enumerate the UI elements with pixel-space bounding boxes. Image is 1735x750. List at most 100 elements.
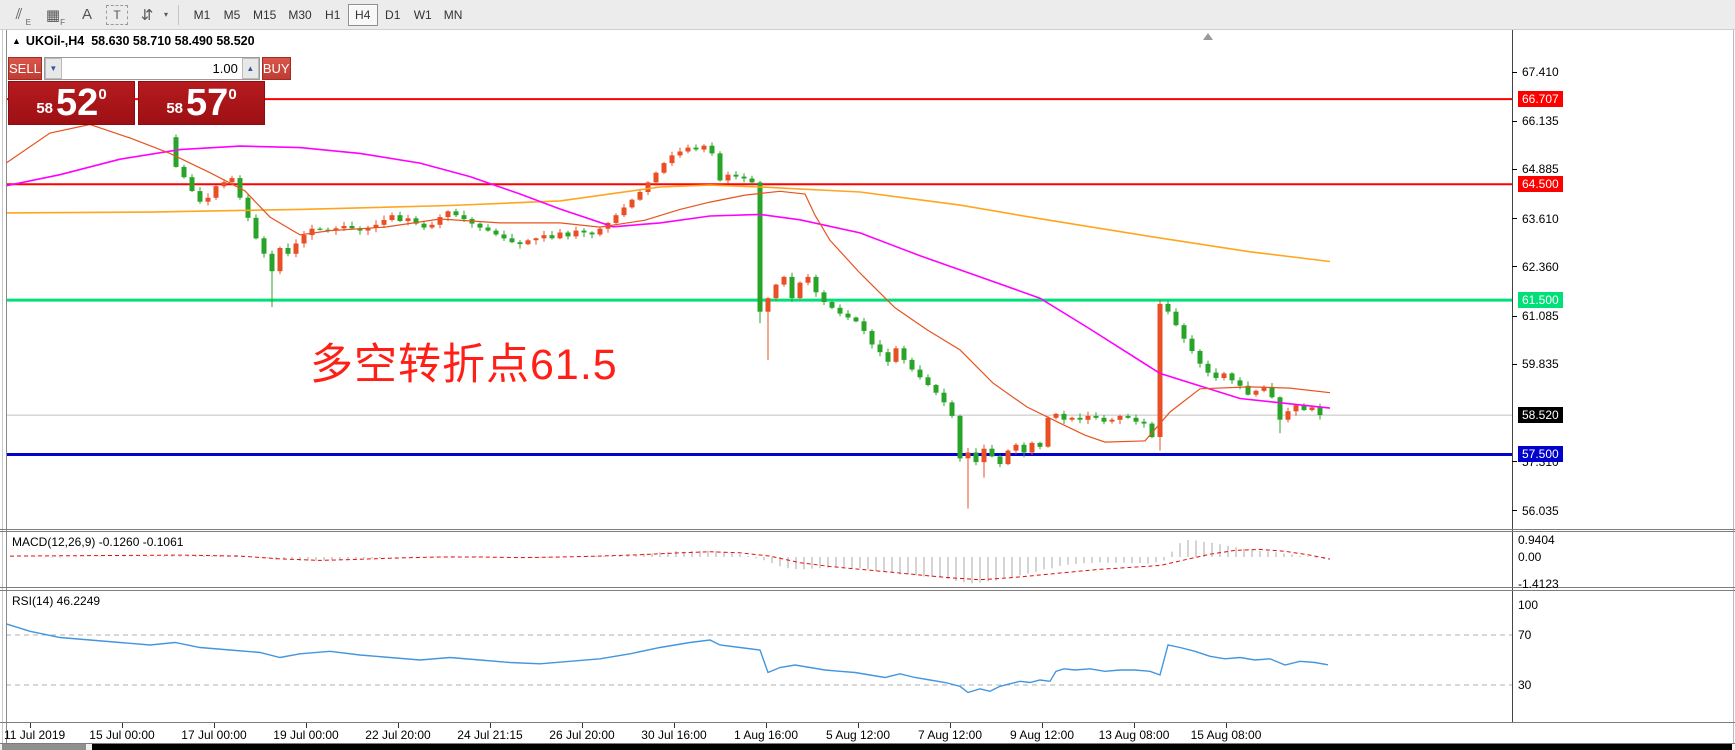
time-axis-label: 5 Aug 12:00 (825, 728, 891, 742)
time-axis-tick (582, 723, 583, 728)
time-axis-tick (30, 723, 31, 728)
price-badge-61.500: 61.500 (1518, 292, 1563, 309)
arrange-objects-icon[interactable]: ⇵ (140, 6, 154, 24)
price-axis-tick (1512, 510, 1517, 512)
time-axis-tick (1042, 723, 1043, 728)
line-studies-icon[interactable]: ⫽ E (15, 6, 31, 27)
main-pane-bottom-border (0, 529, 1735, 530)
timeframe-button-d1[interactable]: D1 (385, 7, 401, 22)
dropdown-caret-icon[interactable]: ▾ (164, 10, 169, 19)
ohlc-readout: 58.630 58.710 58.490 58.520 (91, 34, 255, 48)
timeframe-button-m5[interactable]: M5 (223, 7, 241, 22)
sell-price-pips: 52 (56, 82, 99, 124)
time-axis-label: 11 Jul 2019 (4, 728, 66, 742)
time-axis-label: 22 Jul 20:00 (365, 728, 431, 742)
collapse-arrow-icon[interactable]: ▲ (12, 36, 21, 46)
time-axis-tick (122, 723, 123, 728)
timeframe-button-m30[interactable]: M30 (288, 7, 312, 22)
time-axis-tick (306, 723, 307, 728)
volume-input[interactable] (61, 58, 242, 79)
text-box-icon[interactable]: T (106, 4, 128, 25)
buy-price-major: 58 (166, 100, 184, 117)
time-axis-label: 9 Aug 12:00 (1009, 728, 1075, 742)
timeframe-button-m1[interactable]: M1 (193, 7, 211, 22)
price-axis-tick (1512, 71, 1517, 73)
timeframe-button-w1[interactable]: W1 (413, 7, 432, 22)
text-label-icon[interactable]: A (81, 6, 92, 23)
chart-text-annotation[interactable]: 多空转折点61.5 (310, 341, 618, 389)
scrollbar-thumb[interactable] (92, 744, 1732, 750)
timeframe-button-h1[interactable]: H1 (325, 7, 341, 22)
price-axis-tick (1512, 461, 1517, 463)
time-axis-tick (398, 723, 399, 728)
price-badge-66.707: 66.707 (1518, 91, 1563, 108)
indicator-axis-label: 0.9404 (1518, 533, 1555, 547)
price-axis-tick (1512, 168, 1517, 170)
time-axis-label: 17 Jul 00:00 (181, 728, 247, 742)
time-axis-label: 15 Jul 00:00 (89, 728, 155, 742)
rsi-pane-top-border (0, 590, 1735, 591)
sell-price-display[interactable]: 58 52 0 (8, 81, 135, 125)
scroll-to-end-marker[interactable] (1203, 33, 1213, 40)
toolbar: ⫽ E ▦ F A T ⇵ ▾ M1 M5 M15 M30 H1 H4 D1 W1 MN (0, 0, 1735, 30)
price-axis-label: 61.085 (1522, 309, 1559, 324)
macd-signal-line (9, 548, 1331, 581)
price-axis-label: 67.410 (1522, 65, 1559, 79)
indicator-axis-label: -1.4123 (1518, 577, 1559, 591)
toolbar-separator (178, 4, 180, 25)
chart-title: ▲ UKOil-,H4 58.630 58.710 58.490 58.520 (12, 34, 255, 48)
timeframe-button-m15[interactable]: M15 (253, 7, 277, 22)
time-axis-tick (214, 723, 215, 728)
time-axis-tick (674, 723, 675, 728)
price-axis-label: 62.360 (1522, 259, 1559, 274)
volume-increase-button[interactable]: ▲ (241, 58, 259, 79)
price-axis-tick (1512, 120, 1517, 122)
volume-stepper: ▼ ▲ (43, 57, 260, 80)
timeframe-button-h4[interactable]: H4 (347, 3, 378, 26)
indicator-axis-label: 70 (1518, 628, 1532, 642)
sell-price-major: 58 (36, 100, 54, 117)
price-axis-label: 56.035 (1522, 503, 1559, 518)
timeframe-button-mn[interactable]: MN (443, 7, 463, 22)
time-axis-tick (766, 723, 767, 728)
time-axis-tick (1134, 723, 1135, 728)
sell-price-point: 0 (98, 86, 107, 103)
chart-left-border (6, 30, 7, 743)
price-badge-57.500: 57.500 (1518, 446, 1563, 463)
macd-pane-label: MACD(12,26,9) -0.1260 -0.1061 (12, 535, 184, 549)
indicator-axis-label: 30 (1518, 678, 1532, 692)
price-axis-label: 64.885 (1522, 162, 1559, 177)
symbol-period-label: UKOil-,H4 (25, 34, 85, 48)
buy-price-point: 0 (228, 86, 237, 103)
rsi-pane-label: RSI(14) 46.2249 (12, 594, 101, 608)
buy-price-pips: 57 (186, 82, 229, 124)
horizontal-scrollbar (0, 744, 1735, 750)
time-axis-label: 26 Jul 20:00 (549, 728, 615, 742)
price-axis-label: 63.610 (1522, 211, 1559, 226)
time-axis-bottom-border (0, 743, 1735, 744)
buy-button[interactable]: BUY (261, 57, 291, 80)
sell-button[interactable]: SELL (8, 57, 42, 80)
volume-decrease-button[interactable]: ▼ (44, 58, 62, 79)
time-axis-tick (490, 723, 491, 728)
time-axis-label: 13 Aug 08:00 (1098, 728, 1170, 742)
rsi-pane-bottom-border (0, 722, 1735, 723)
time-axis-label: 19 Jul 00:00 (273, 728, 339, 742)
buy-price-display[interactable]: 58 57 0 (138, 81, 265, 125)
price-axis-tick (1512, 363, 1517, 365)
candlestick-series (173, 134, 1323, 509)
time-axis-tick (1226, 723, 1227, 728)
time-axis-label: 24 Jul 21:15 (457, 728, 523, 742)
time-axis-label: 7 Aug 12:00 (917, 728, 983, 742)
price-axis-tick (1512, 315, 1517, 317)
ma-fast-red (5, 123, 1331, 443)
one-click-trading-panel: SELL ▼ ▲ BUY 58 52 0 58 57 0 (8, 57, 291, 125)
grid-icon-sub: F (60, 17, 65, 27)
price-axis-tick (1512, 218, 1517, 220)
grid-icon[interactable]: ▦ F (45, 6, 65, 27)
macd-pane-top-border (0, 531, 1735, 532)
price-badge-64.500: 64.500 (1518, 176, 1563, 193)
price-axis-tick (1512, 266, 1517, 268)
